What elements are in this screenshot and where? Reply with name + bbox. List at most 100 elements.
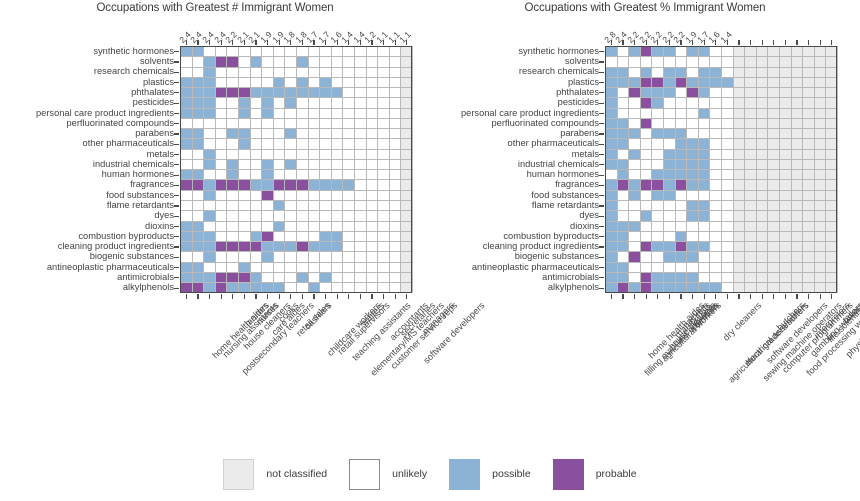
heatmap-cell[interactable] bbox=[697, 189, 711, 201]
heatmap-cell[interactable] bbox=[790, 66, 804, 78]
heatmap-cell[interactable] bbox=[639, 282, 653, 294]
heatmap-cell[interactable] bbox=[686, 97, 699, 109]
heatmap-cell[interactable] bbox=[284, 230, 297, 243]
heatmap-cell[interactable] bbox=[307, 128, 321, 140]
heatmap-cell[interactable] bbox=[755, 56, 769, 68]
heatmap-cell[interactable] bbox=[377, 210, 390, 222]
heatmap-cell[interactable] bbox=[261, 66, 274, 78]
heatmap-cell[interactable] bbox=[616, 76, 630, 89]
heatmap-cell[interactable] bbox=[203, 230, 216, 243]
heatmap-cell[interactable] bbox=[249, 148, 263, 160]
heatmap-cell[interactable] bbox=[802, 189, 815, 201]
heatmap-cell[interactable] bbox=[651, 179, 664, 191]
heatmap-cell[interactable] bbox=[732, 179, 746, 191]
heatmap-cell[interactable] bbox=[697, 107, 711, 119]
heatmap-cell[interactable] bbox=[755, 97, 769, 109]
heatmap-cell[interactable] bbox=[330, 97, 344, 109]
heatmap-cell[interactable] bbox=[388, 282, 402, 294]
heatmap-cell[interactable] bbox=[755, 107, 769, 119]
heatmap-cell[interactable] bbox=[307, 148, 321, 160]
heatmap-cell[interactable] bbox=[180, 241, 193, 253]
heatmap-cell[interactable] bbox=[342, 138, 355, 150]
heatmap-cell[interactable] bbox=[307, 76, 321, 89]
heatmap-cell[interactable] bbox=[237, 56, 251, 68]
heatmap-cell[interactable] bbox=[180, 179, 193, 191]
heatmap-cell[interactable] bbox=[628, 282, 641, 294]
heatmap-cell[interactable] bbox=[639, 189, 653, 201]
heatmap-cell[interactable] bbox=[755, 282, 769, 294]
heatmap-cell[interactable] bbox=[605, 220, 618, 232]
heatmap-cell[interactable] bbox=[628, 241, 641, 253]
heatmap-cell[interactable] bbox=[203, 76, 216, 89]
heatmap-cell[interactable] bbox=[319, 76, 332, 89]
heatmap-cell[interactable] bbox=[697, 66, 711, 78]
heatmap-cell[interactable] bbox=[767, 128, 780, 140]
heatmap-cell[interactable] bbox=[295, 138, 309, 150]
heatmap-cell[interactable] bbox=[825, 45, 838, 58]
heatmap-cell[interactable] bbox=[353, 230, 367, 243]
heatmap-cell[interactable] bbox=[342, 97, 355, 109]
heatmap-cell[interactable] bbox=[272, 230, 286, 243]
heatmap-cell[interactable] bbox=[400, 97, 413, 109]
heatmap-cell[interactable] bbox=[709, 271, 722, 284]
heatmap-cell[interactable] bbox=[662, 179, 676, 191]
heatmap-cell[interactable] bbox=[295, 66, 309, 78]
heatmap-cell[interactable] bbox=[802, 210, 815, 222]
heatmap-cell[interactable] bbox=[755, 158, 769, 171]
heatmap-cell[interactable] bbox=[342, 261, 355, 273]
heatmap-cell[interactable] bbox=[214, 107, 228, 119]
heatmap-cell[interactable] bbox=[662, 230, 676, 243]
heatmap-cell[interactable] bbox=[261, 282, 274, 294]
heatmap-cell[interactable] bbox=[697, 261, 711, 273]
heatmap-cell[interactable] bbox=[616, 230, 630, 243]
heatmap-cell[interactable] bbox=[214, 241, 228, 253]
heatmap-cell[interactable] bbox=[674, 158, 688, 171]
heatmap-cell[interactable] bbox=[813, 138, 827, 150]
heatmap-cell[interactable] bbox=[616, 158, 630, 171]
heatmap-cell[interactable] bbox=[191, 251, 205, 263]
heatmap-cell[interactable] bbox=[226, 282, 239, 294]
heatmap-cell[interactable] bbox=[237, 97, 251, 109]
heatmap-cell[interactable] bbox=[295, 241, 309, 253]
heatmap-cell[interactable] bbox=[330, 199, 344, 212]
heatmap-cell[interactable] bbox=[342, 169, 355, 181]
heatmap-cell[interactable] bbox=[628, 230, 641, 243]
heatmap-cell[interactable] bbox=[180, 251, 193, 263]
heatmap-cell[interactable] bbox=[249, 220, 263, 232]
heatmap-cell[interactable] bbox=[342, 241, 355, 253]
heatmap-cell[interactable] bbox=[674, 189, 688, 201]
heatmap-cell[interactable] bbox=[284, 179, 297, 191]
heatmap-cell[interactable] bbox=[365, 282, 379, 294]
heatmap-cell[interactable] bbox=[778, 76, 792, 89]
heatmap-cell[interactable] bbox=[744, 158, 757, 171]
heatmap-cell[interactable] bbox=[388, 251, 402, 263]
heatmap-cell[interactable] bbox=[790, 45, 804, 58]
heatmap-cell[interactable] bbox=[813, 107, 827, 119]
heatmap-cell[interactable] bbox=[639, 271, 653, 284]
heatmap-cell[interactable] bbox=[697, 87, 711, 99]
heatmap-cell[interactable] bbox=[272, 199, 286, 212]
heatmap-cell[interactable] bbox=[778, 189, 792, 201]
heatmap-cell[interactable] bbox=[732, 169, 746, 181]
heatmap-cell[interactable] bbox=[651, 128, 664, 140]
heatmap-cell[interactable] bbox=[307, 158, 321, 171]
heatmap-cell[interactable] bbox=[778, 56, 792, 68]
heatmap-cell[interactable] bbox=[365, 230, 379, 243]
heatmap-cell[interactable] bbox=[825, 251, 838, 263]
heatmap-cell[interactable] bbox=[709, 189, 722, 201]
heatmap-cell[interactable] bbox=[365, 220, 379, 232]
heatmap-cell[interactable] bbox=[237, 158, 251, 171]
heatmap-cell[interactable] bbox=[720, 66, 734, 78]
heatmap-cell[interactable] bbox=[400, 210, 413, 222]
heatmap-cell[interactable] bbox=[388, 261, 402, 273]
heatmap-cell[interactable] bbox=[295, 148, 309, 160]
heatmap-cell[interactable] bbox=[639, 128, 653, 140]
heatmap-cell[interactable] bbox=[330, 117, 344, 130]
heatmap-cell[interactable] bbox=[720, 76, 734, 89]
heatmap-cell[interactable] bbox=[813, 66, 827, 78]
heatmap-cell[interactable] bbox=[639, 56, 653, 68]
heatmap-cell[interactable] bbox=[319, 199, 332, 212]
heatmap-cell[interactable] bbox=[400, 76, 413, 89]
heatmap-cell[interactable] bbox=[778, 87, 792, 99]
heatmap-cell[interactable] bbox=[319, 117, 332, 130]
